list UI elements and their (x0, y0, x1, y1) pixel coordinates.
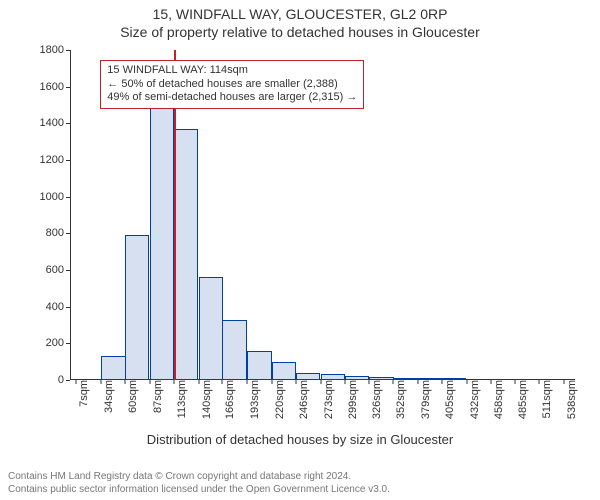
x-tick-label: 326sqm (365, 380, 383, 419)
x-tick-label: 511sqm (535, 380, 553, 418)
annotation-line-2: ← 50% of detached houses are smaller (2,… (107, 78, 357, 92)
x-tick-label: 140sqm (195, 380, 213, 419)
y-tick-mark (66, 197, 70, 198)
x-tick-mark (76, 380, 77, 384)
histogram-bar (199, 277, 223, 380)
y-tick-mark (66, 50, 70, 51)
x-tick-label: 246sqm (292, 380, 310, 419)
x-tick-label: 352sqm (389, 380, 407, 419)
x-tick-mark (101, 380, 102, 384)
x-tick-label: 166sqm (218, 380, 236, 419)
y-tick-mark (66, 343, 70, 344)
histogram-bar (247, 351, 271, 380)
y-axis-line (70, 50, 71, 380)
x-tick-label: 299sqm (341, 380, 359, 419)
x-axis-label: Distribution of detached houses by size … (0, 432, 600, 447)
y-tick-mark (66, 307, 70, 308)
x-tick-label: 34sqm (97, 380, 115, 413)
title-address: 15, WINDFALL WAY, GLOUCESTER, GL2 0RP (0, 6, 600, 22)
x-tick-mark (125, 380, 126, 384)
x-tick-label: 432sqm (463, 380, 481, 419)
x-tick-mark (222, 380, 223, 384)
x-tick-label: 220sqm (268, 380, 286, 419)
footer-attribution: Contains HM Land Registry data © Crown c… (0, 471, 390, 496)
chart-container: 15, WINDFALL WAY, GLOUCESTER, GL2 0RP Si… (0, 0, 600, 500)
x-tick-label: 379sqm (414, 380, 432, 419)
x-tick-mark (417, 380, 418, 384)
y-tick-mark (66, 270, 70, 271)
x-tick-mark (272, 380, 273, 384)
x-tick-mark (441, 380, 442, 384)
histogram-bar (174, 129, 198, 380)
y-tick-mark (66, 380, 70, 381)
x-tick-mark (295, 380, 296, 384)
x-tick-mark (515, 380, 516, 384)
x-tick-label: 60sqm (121, 380, 139, 413)
x-tick-mark (466, 380, 467, 384)
y-tick-mark (66, 233, 70, 234)
y-tick-mark (66, 160, 70, 161)
histogram-bar (393, 378, 417, 380)
x-tick-label: 405sqm (438, 380, 456, 419)
x-tick-mark (149, 380, 150, 384)
annotation-line-3: 49% of semi-detached houses are larger (… (107, 91, 357, 105)
x-tick-mark (490, 380, 491, 384)
histogram-bar (272, 362, 296, 380)
plot-area: 0200400600800100012001400160018007sqm34s… (70, 50, 575, 380)
annotation-line-1: 15 WINDFALL WAY: 114sqm (107, 64, 357, 78)
footer-line-2: Contains public sector information licen… (8, 484, 390, 495)
title-subtitle: Size of property relative to detached ho… (0, 24, 600, 40)
x-tick-label: 7sqm (72, 380, 90, 407)
x-tick-label: 273sqm (317, 380, 335, 419)
histogram-bar (442, 378, 466, 380)
x-tick-label: 87sqm (146, 380, 164, 413)
histogram-bar (418, 378, 442, 380)
histogram-bar (345, 376, 369, 380)
histogram-bar (369, 377, 393, 380)
histogram-bar (222, 320, 246, 381)
y-tick-mark (66, 123, 70, 124)
histogram-bar (150, 98, 174, 380)
x-tick-mark (247, 380, 248, 384)
x-tick-mark (563, 380, 564, 384)
y-tick-mark (66, 87, 70, 88)
histogram-bar (125, 235, 149, 380)
x-tick-label: 113sqm (170, 380, 188, 418)
x-tick-mark (344, 380, 345, 384)
x-tick-mark (539, 380, 540, 384)
x-tick-label: 485sqm (511, 380, 529, 419)
x-tick-mark (393, 380, 394, 384)
x-tick-label: 538sqm (560, 380, 578, 419)
x-tick-mark (320, 380, 321, 384)
x-tick-mark (369, 380, 370, 384)
histogram-bar (321, 374, 345, 380)
marker-annotation: 15 WINDFALL WAY: 114sqm ← 50% of detache… (100, 60, 364, 109)
footer-line-1: Contains HM Land Registry data © Crown c… (8, 471, 351, 482)
x-tick-label: 193sqm (243, 380, 261, 419)
histogram-bar (296, 373, 320, 380)
x-tick-label: 458sqm (487, 380, 505, 419)
x-tick-mark (173, 380, 174, 384)
x-tick-mark (198, 380, 199, 384)
histogram-bar (101, 356, 125, 380)
